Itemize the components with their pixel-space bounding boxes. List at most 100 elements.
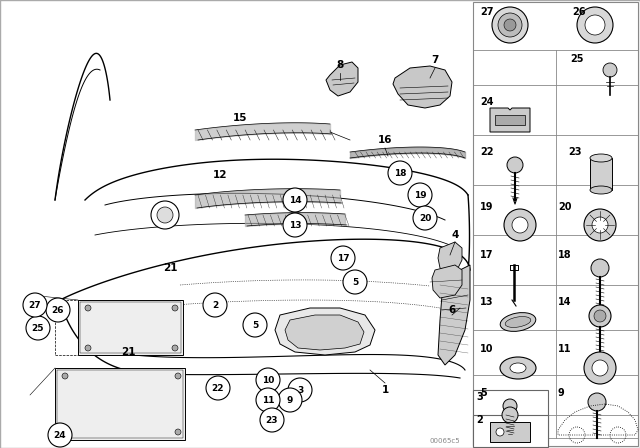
Circle shape bbox=[496, 428, 504, 436]
Text: 16: 16 bbox=[378, 135, 392, 145]
Circle shape bbox=[26, 316, 50, 340]
Circle shape bbox=[503, 399, 517, 413]
Polygon shape bbox=[438, 242, 462, 272]
Text: 26: 26 bbox=[52, 306, 64, 314]
Circle shape bbox=[85, 305, 91, 311]
Text: 5: 5 bbox=[252, 320, 258, 329]
Circle shape bbox=[256, 388, 280, 412]
Polygon shape bbox=[275, 308, 375, 355]
Polygon shape bbox=[326, 62, 358, 96]
Text: 9: 9 bbox=[287, 396, 293, 405]
Circle shape bbox=[46, 298, 70, 322]
Circle shape bbox=[585, 15, 605, 35]
Polygon shape bbox=[432, 265, 462, 298]
Text: 17: 17 bbox=[480, 250, 493, 260]
Circle shape bbox=[589, 305, 611, 327]
Bar bbox=[57, 370, 183, 438]
Text: 13: 13 bbox=[289, 220, 301, 229]
Circle shape bbox=[175, 429, 181, 435]
Circle shape bbox=[62, 429, 68, 435]
Text: 23: 23 bbox=[568, 147, 582, 157]
Circle shape bbox=[592, 217, 608, 233]
Circle shape bbox=[588, 393, 606, 411]
Text: 5: 5 bbox=[352, 277, 358, 287]
Circle shape bbox=[591, 259, 609, 277]
Text: 11: 11 bbox=[558, 344, 572, 354]
Circle shape bbox=[278, 388, 302, 412]
Bar bbox=[473, 415, 548, 447]
Polygon shape bbox=[438, 265, 470, 365]
Text: 12: 12 bbox=[212, 170, 227, 180]
Circle shape bbox=[175, 373, 181, 379]
Bar bbox=[55, 368, 185, 440]
Text: 18: 18 bbox=[394, 168, 406, 177]
Text: 8: 8 bbox=[337, 60, 344, 70]
Text: 20: 20 bbox=[558, 202, 572, 212]
Bar bbox=[490, 422, 530, 442]
Polygon shape bbox=[490, 108, 530, 132]
Text: 6: 6 bbox=[449, 305, 456, 315]
Text: 23: 23 bbox=[266, 415, 278, 425]
Circle shape bbox=[48, 423, 72, 447]
Circle shape bbox=[388, 161, 412, 185]
Text: 3: 3 bbox=[297, 385, 303, 395]
Ellipse shape bbox=[590, 154, 612, 162]
Circle shape bbox=[62, 373, 68, 379]
Circle shape bbox=[283, 213, 307, 237]
Circle shape bbox=[283, 188, 307, 212]
Text: 25: 25 bbox=[32, 323, 44, 332]
Circle shape bbox=[592, 360, 608, 376]
Ellipse shape bbox=[590, 186, 612, 194]
Circle shape bbox=[243, 313, 267, 337]
Circle shape bbox=[206, 376, 230, 400]
Circle shape bbox=[502, 407, 518, 423]
Text: 21: 21 bbox=[163, 263, 177, 273]
Ellipse shape bbox=[500, 357, 536, 379]
Circle shape bbox=[492, 7, 528, 43]
Circle shape bbox=[512, 217, 528, 233]
Circle shape bbox=[498, 13, 522, 37]
Text: 14: 14 bbox=[558, 297, 572, 307]
Text: 24: 24 bbox=[54, 431, 67, 439]
Bar bbox=[473, 390, 548, 445]
Bar bbox=[495, 115, 525, 125]
Circle shape bbox=[260, 408, 284, 432]
Text: 22: 22 bbox=[480, 147, 493, 157]
Circle shape bbox=[504, 19, 516, 31]
Text: 20: 20 bbox=[419, 214, 431, 223]
Circle shape bbox=[331, 246, 355, 270]
Circle shape bbox=[203, 293, 227, 317]
Circle shape bbox=[23, 293, 47, 317]
Circle shape bbox=[577, 7, 613, 43]
Text: 2: 2 bbox=[476, 415, 483, 425]
Circle shape bbox=[594, 310, 606, 322]
Circle shape bbox=[172, 345, 178, 351]
Text: 1: 1 bbox=[381, 385, 388, 395]
Circle shape bbox=[157, 207, 173, 223]
Polygon shape bbox=[393, 66, 452, 108]
Polygon shape bbox=[285, 315, 364, 350]
Text: 10: 10 bbox=[262, 375, 274, 384]
Text: 2: 2 bbox=[212, 301, 218, 310]
Circle shape bbox=[151, 201, 179, 229]
Text: 19: 19 bbox=[480, 202, 493, 212]
Text: 25: 25 bbox=[570, 54, 584, 64]
Text: 9: 9 bbox=[558, 388, 564, 398]
Text: 3: 3 bbox=[476, 392, 483, 402]
Text: 7: 7 bbox=[431, 55, 438, 65]
Ellipse shape bbox=[510, 363, 526, 373]
Text: 4: 4 bbox=[451, 230, 459, 240]
Circle shape bbox=[288, 378, 312, 402]
Bar bbox=[473, 2, 638, 446]
Circle shape bbox=[584, 209, 616, 241]
Bar bbox=[590, 158, 612, 190]
Text: 27: 27 bbox=[480, 7, 493, 17]
Ellipse shape bbox=[500, 313, 536, 332]
Bar bbox=[80, 302, 181, 353]
Text: 15: 15 bbox=[233, 113, 247, 123]
Text: 5: 5 bbox=[480, 388, 487, 398]
Text: 21: 21 bbox=[121, 347, 135, 357]
Text: 13: 13 bbox=[480, 297, 493, 307]
Text: 26: 26 bbox=[572, 7, 586, 17]
Text: 27: 27 bbox=[29, 301, 42, 310]
